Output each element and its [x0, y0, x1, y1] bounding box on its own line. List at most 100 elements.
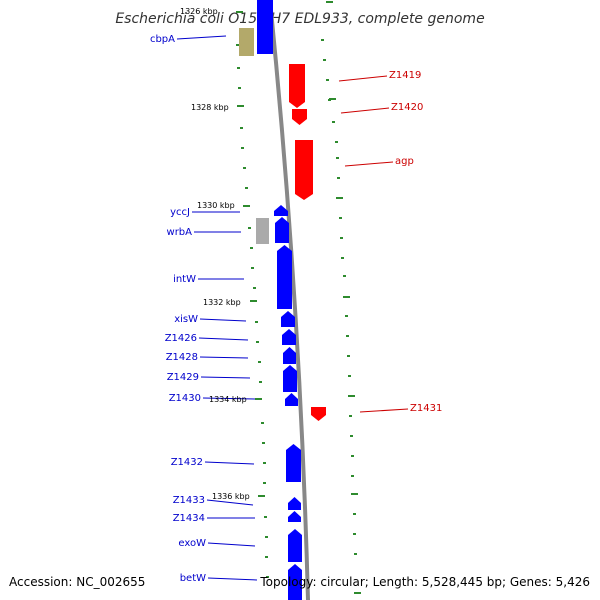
- tick-label: 1328 kbp: [191, 103, 229, 112]
- gene-label-z1430: Z1430: [169, 393, 201, 404]
- tick-major: [255, 398, 262, 400]
- tick-major: [236, 11, 243, 13]
- gene-z1419: [289, 64, 305, 108]
- tick-dot: [258, 361, 261, 363]
- tick-dot: [255, 321, 258, 323]
- tick-dot: [259, 381, 262, 383]
- gene-label-z1434: Z1434: [173, 513, 205, 524]
- tick-dot: [350, 435, 353, 437]
- tick-major: [326, 1, 333, 3]
- gene-z1426: [282, 329, 296, 345]
- gene-label-z1429: Z1429: [167, 372, 199, 383]
- gene-leader-line: [200, 376, 251, 379]
- gene-agp: [295, 140, 313, 200]
- pseudogene-feature: [256, 218, 269, 244]
- tick-dot: [265, 556, 268, 558]
- gene-label-z1433: Z1433: [173, 495, 205, 506]
- tick-dot: [340, 237, 343, 239]
- gene-feature: [288, 590, 302, 600]
- tick-dot: [351, 475, 354, 477]
- gene-leader-line: [202, 397, 256, 400]
- tick-major: [250, 300, 257, 302]
- tick-dot: [353, 513, 356, 515]
- tick-dot: [263, 482, 266, 484]
- gene-leader-line: [199, 318, 247, 322]
- gene-leader-line: [176, 35, 227, 40]
- tick-label: 1336 kbp: [212, 492, 250, 501]
- gene-betw: [288, 564, 302, 590]
- tick-label: 1326 kbp: [180, 7, 218, 16]
- gene-leader-line: [199, 356, 249, 359]
- tick-dot: [353, 533, 356, 535]
- tick-dot: [261, 422, 264, 424]
- gene-z1433: [288, 497, 301, 510]
- rna-feature: [239, 28, 254, 56]
- gene-leader-line: [207, 577, 258, 581]
- tick-dot: [326, 79, 329, 81]
- tick-dot: [337, 177, 340, 179]
- tick-dot: [236, 44, 239, 46]
- gene-xisw: [281, 311, 295, 327]
- gene-leader-line: [207, 542, 256, 547]
- tick-major: [336, 197, 343, 199]
- tick-dot: [346, 335, 349, 337]
- tick-dot: [241, 147, 244, 149]
- tick-dot: [262, 442, 265, 444]
- genome-summary-text: Topology: circular; Length: 5,528,445 bp…: [259, 575, 590, 589]
- gene-intw: [277, 245, 292, 309]
- tick-dot: [251, 267, 254, 269]
- tick-dot: [238, 87, 241, 89]
- tick-dot: [237, 67, 240, 69]
- gene-label-wrba: wrbA: [167, 227, 193, 238]
- gene-leader-line: [206, 499, 254, 506]
- tick-dot: [248, 227, 251, 229]
- gene-exow: [288, 529, 302, 562]
- gene-label-cbpa: cbpA: [150, 34, 175, 45]
- tick-major: [243, 205, 250, 207]
- tick-major: [348, 395, 355, 397]
- gene-label-z1428: Z1428: [166, 352, 198, 363]
- gene-wrba: [275, 217, 289, 243]
- tick-dot: [339, 217, 342, 219]
- gene-leader-line: [340, 107, 390, 114]
- gene-leader-line: [204, 461, 255, 465]
- gene-z1432: [286, 444, 301, 482]
- gene-label-z1419: Z1419: [389, 70, 421, 81]
- tick-dot: [266, 576, 269, 578]
- tick-dot: [264, 516, 267, 518]
- gene-label-z1420: Z1420: [391, 102, 423, 113]
- gene-label-intw: intW: [173, 274, 196, 285]
- gene-z1420: [292, 109, 307, 125]
- gene-label-agp: agp: [395, 156, 414, 167]
- tick-dot: [332, 121, 335, 123]
- tick-major: [329, 98, 336, 100]
- tick-dot: [345, 315, 348, 317]
- gene-z1428: [283, 347, 296, 364]
- tick-dot: [354, 553, 357, 555]
- tick-label: 1330 kbp: [197, 201, 235, 210]
- gene-label-yccj: yccJ: [170, 207, 190, 218]
- tick-dot: [348, 375, 351, 377]
- gene-leader-line: [338, 75, 388, 82]
- gene-features: [239, 0, 326, 600]
- gene-z1430: [285, 393, 298, 406]
- gene-labels: cbpA yccJ wrbA intW xisW Z1426 Z1428 Z1429 Z1430…: [150, 34, 442, 584]
- gene-z1434: [288, 511, 301, 522]
- tick-dot: [243, 167, 246, 169]
- tick-dot: [351, 455, 354, 457]
- tick-major: [258, 495, 265, 497]
- genome-backbone: [268, 0, 310, 600]
- tick-major: [351, 493, 358, 495]
- gene-z1429: [283, 365, 297, 392]
- tick-dot: [240, 127, 243, 129]
- gene-leader-line: [198, 337, 249, 341]
- tick-dot: [265, 536, 268, 538]
- tick-label: 1332 kbp: [203, 298, 241, 307]
- tick-dot: [321, 39, 324, 41]
- tick-dot: [349, 415, 352, 417]
- tick-label: 1334 kbp: [209, 395, 247, 404]
- tick-dot: [256, 341, 259, 343]
- map-title: Escherichia coli O157:H7 EDL933, complet…: [115, 11, 484, 27]
- tick-dot: [335, 141, 338, 143]
